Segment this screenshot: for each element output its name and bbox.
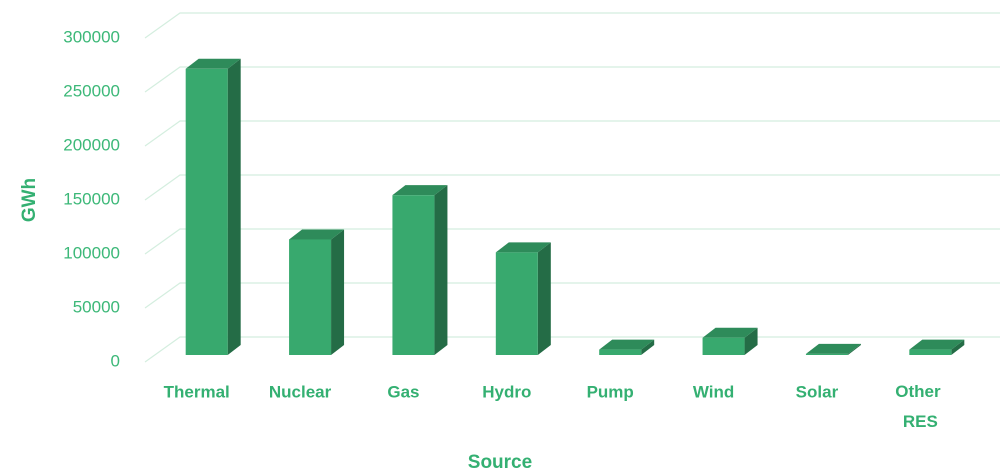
bar (392, 185, 448, 355)
grid-line (144, 336, 1000, 363)
grid-line (144, 228, 1000, 255)
bar-front (702, 337, 745, 355)
grid-line (144, 174, 1000, 201)
y-tick-label: 50000 (73, 297, 120, 316)
bar (599, 339, 655, 355)
x-tick-label: Pump (587, 382, 634, 401)
bar-front (909, 349, 952, 355)
bar (289, 229, 345, 355)
bar-top (909, 339, 965, 350)
bar-side (227, 58, 241, 356)
bar-top (495, 242, 551, 253)
x-tick-label: Solar (796, 382, 839, 401)
bar (909, 339, 965, 355)
bar (805, 343, 861, 355)
bar-top (599, 339, 655, 350)
x-axis-title: Source (468, 452, 532, 473)
y-axis-title: GWh (19, 178, 40, 222)
y-tick-label: 250000 (63, 81, 120, 100)
grid-line (144, 282, 1000, 309)
bar-top (289, 229, 345, 240)
x-tick-label: Thermal (164, 382, 230, 401)
y-tick-label: 150000 (63, 189, 120, 208)
bar-side (744, 327, 758, 355)
y-tick-label: 300000 (63, 27, 120, 46)
grid-line (144, 12, 1000, 39)
bar-side (847, 343, 861, 355)
bar-front (495, 252, 538, 355)
bar-top (702, 327, 758, 338)
bar-side (641, 339, 655, 355)
bar-side (434, 185, 448, 355)
x-tick-label: Nuclear (269, 382, 332, 401)
bar (185, 58, 241, 356)
y-tick-label: 200000 (63, 135, 120, 154)
bar-top (392, 185, 448, 196)
grid-line (144, 66, 1000, 93)
bar (702, 327, 758, 355)
x-tick-label: Hydro (482, 382, 531, 401)
bar-front (392, 195, 435, 355)
x-tick-label: Other RES (895, 382, 945, 431)
bar-front (185, 68, 228, 356)
y-tick-label: 0 (111, 351, 120, 370)
bar-side (951, 339, 965, 355)
bar-front (805, 353, 848, 355)
grid-line (144, 120, 1000, 147)
bar-front (599, 349, 642, 355)
bar-top (185, 58, 241, 69)
bar-side (331, 229, 345, 355)
bar-side (537, 242, 551, 355)
x-tick-label: Gas (387, 382, 419, 401)
bar-top (805, 343, 861, 354)
y-tick-label: 100000 (63, 243, 120, 262)
bar (495, 242, 551, 355)
x-tick-label: Wind (693, 382, 734, 401)
bar-front (289, 239, 332, 355)
